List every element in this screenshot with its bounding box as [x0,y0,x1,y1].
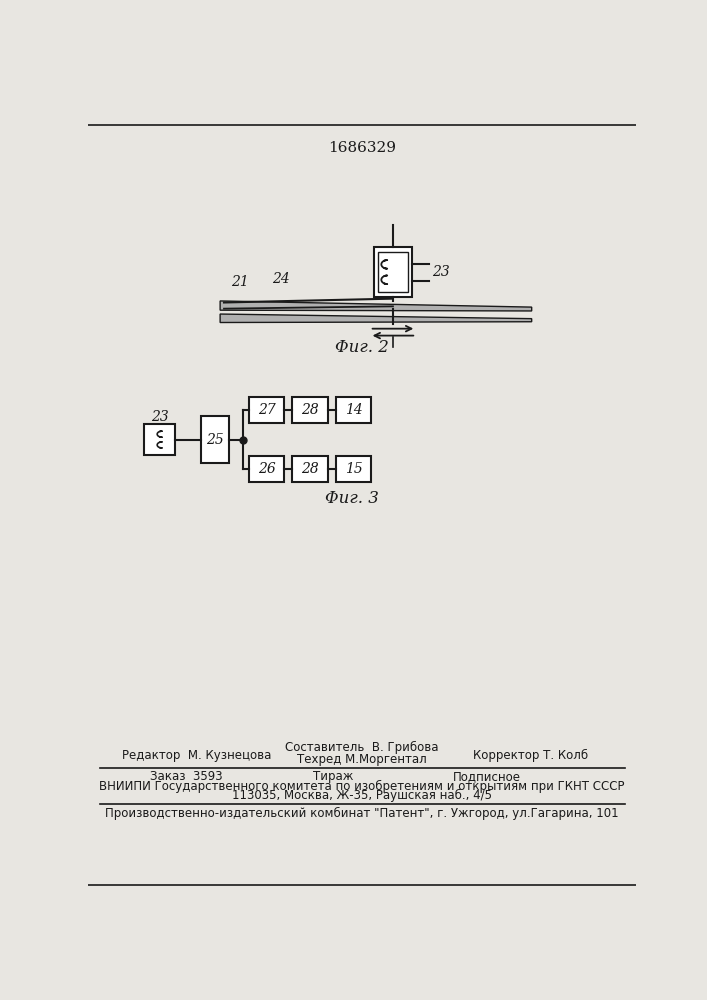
Text: 21: 21 [230,275,248,289]
Text: 26: 26 [258,462,276,476]
Text: 24: 24 [271,272,289,286]
Bar [373,247,412,297]
Text: 25: 25 [206,433,223,447]
Text: Техред М.Моргентал: Техред М.Моргентал [297,753,427,766]
Text: Φиг. 2: Φиг. 2 [335,339,389,356]
Text: Заказ  3593: Заказ 3593 [151,770,223,783]
Bar [336,456,371,482]
Bar [378,252,408,292]
Text: 15: 15 [344,462,362,476]
Text: Тираж: Тираж [313,770,354,783]
Text: Φиг. 3: Φиг. 3 [325,490,379,507]
Text: Подписное: Подписное [452,770,520,783]
Text: 23: 23 [151,410,168,424]
Text: 1686329: 1686329 [328,141,396,155]
Polygon shape [220,314,532,323]
Text: Составитель  В. Грибова: Составитель В. Грибова [285,741,439,754]
Text: 23: 23 [433,265,450,279]
Bar [292,456,328,482]
Bar [249,456,284,482]
Bar [201,416,228,463]
Bar [336,397,371,423]
Text: Корректор Т. Колб: Корректор Т. Колб [472,749,588,762]
Text: 14: 14 [344,403,362,417]
Text: 27: 27 [258,403,276,417]
Bar [249,397,284,423]
Text: ВНИИПИ Государственного комитета по изобретениям и открытиям при ГКНТ СССР: ВНИИПИ Государственного комитета по изоб… [99,780,625,793]
Polygon shape [220,301,532,311]
Bar [144,424,175,455]
Text: 28: 28 [301,403,319,417]
Text: 28: 28 [301,462,319,476]
Text: Производственно-издательский комбинат "Патент", г. Ужгород, ул.Гагарина, 101: Производственно-издательский комбинат "П… [105,806,619,820]
Bar [292,397,328,423]
Text: Редактор  М. Кузнецова: Редактор М. Кузнецова [122,749,271,762]
Text: 113035, Москва, Ж-35, Раушская наб., 4/5: 113035, Москва, Ж-35, Раушская наб., 4/5 [232,789,492,802]
